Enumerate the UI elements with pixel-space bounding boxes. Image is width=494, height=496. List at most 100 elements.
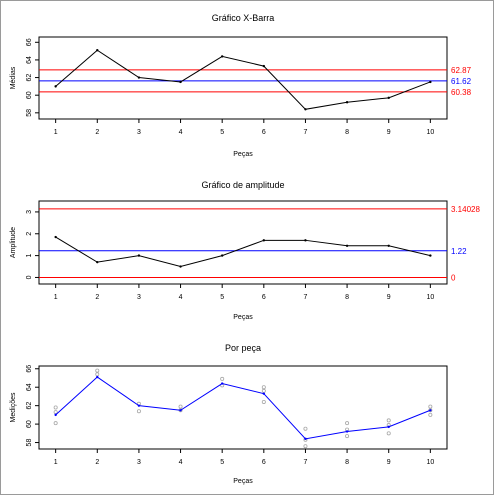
y-tick-label: 60 [26,91,33,99]
series-point [429,409,432,412]
reference-line-label: 1.22 [451,247,467,256]
series-point [220,55,224,58]
y-tick-label: 64 [26,56,33,64]
series-point [220,254,224,257]
measurement-point [261,399,266,404]
reference-line-label: 0 [451,273,456,282]
y-tick-label: 3 [26,210,33,214]
series-point [96,260,99,264]
series-point [304,108,307,111]
series-point [345,430,349,433]
measurement-point [53,421,58,426]
x-tick-label: 7 [303,459,307,466]
x-tick-label: 3 [137,459,141,466]
measurement-point [261,388,266,393]
series-point [345,101,349,104]
x-tick-label: 5 [220,294,224,301]
series-point [262,64,266,68]
measurement-point [428,404,433,409]
series-point [96,375,99,379]
x-tick-label: 10 [426,294,434,301]
x-tick-label: 5 [220,459,224,466]
y-tick-label: 58 [26,439,33,447]
x-tick-label: 7 [303,129,307,136]
series-point [137,404,141,407]
measurement-point [345,434,350,439]
x-tick-label: 10 [426,129,434,136]
x-tick-label: 4 [179,129,183,136]
x-tick-label: 3 [137,129,141,136]
measurement-point [386,431,391,436]
series-line [55,49,431,110]
reference-line-label: 3.14028 [451,205,480,214]
x-axis-label-2: Peças [233,314,253,321]
chart-title-2: Gráfico de amplitude [201,180,284,190]
y-tick-label: 2 [26,232,33,236]
series-point [179,409,182,412]
x-tick-label: 2 [95,129,99,136]
measurement-point [303,426,308,431]
x-tick-label: 8 [345,294,349,301]
y-tick-label: 64 [26,383,33,391]
x-axis-label-3: Peças [233,478,253,485]
y-tick-label: 66 [26,38,33,46]
x-tick-label: 1 [54,459,58,466]
measurement-point [95,368,100,373]
chart-title-1: Gráfico X-Barra [212,13,275,23]
measurement-point [428,408,433,413]
plot-frame-2 [38,200,448,285]
y-tick-label: 58 [26,109,33,117]
measurement-point [220,376,225,381]
series-point [262,239,266,242]
series-point [220,382,224,385]
x-tick-label: 6 [262,129,266,136]
plot-frame-1 [38,36,448,120]
x-tick-label: 2 [95,459,99,466]
series-point [179,265,182,268]
plot-frame-3 [38,365,448,450]
series-point [54,413,57,417]
x-tick-label: 3 [137,294,141,301]
x-tick-label: 1 [54,129,58,136]
y-tick-label: 1 [26,254,33,258]
x-tick-label: 4 [179,459,183,466]
y-tick-label: 0 [26,275,33,279]
series-point [429,254,432,257]
x-axis-label-1: Peças [233,151,253,158]
y-tick-label: 60 [26,420,33,428]
x-tick-label: 6 [262,294,266,301]
measurement-point [261,385,266,390]
x-tick-label: 9 [387,129,391,136]
series-point [387,244,390,247]
y-axis-label-3: Medições [10,392,17,422]
series-line [55,236,431,268]
measurement-point [95,372,100,377]
y-axis-label-2: Amplitude [10,227,17,258]
x-tick-label: 8 [345,459,349,466]
chart-title-3: Por peça [225,343,261,353]
x-tick-label: 10 [426,459,434,466]
y-tick-label: 66 [26,365,33,373]
series-line [55,376,431,440]
measurement-point [178,404,183,409]
measurement-point [428,412,433,417]
measurement-point [345,421,350,426]
series-point [304,239,307,242]
series-point [179,80,182,84]
x-tick-label: 2 [95,294,99,301]
reference-line-label: 60.38 [451,88,472,97]
x-tick-label: 4 [179,294,183,301]
series-point [137,76,141,79]
measurement-point [53,405,58,410]
x-tick-label: 5 [220,129,224,136]
x-tick-label: 7 [303,294,307,301]
y-tick-label: 62 [26,402,33,410]
reference-line-label: 61.62 [451,77,472,86]
series-point [137,254,141,257]
x-tick-label: 6 [262,459,266,466]
x-tick-label: 8 [345,129,349,136]
x-tick-label: 1 [54,294,58,301]
series-point [262,392,266,395]
